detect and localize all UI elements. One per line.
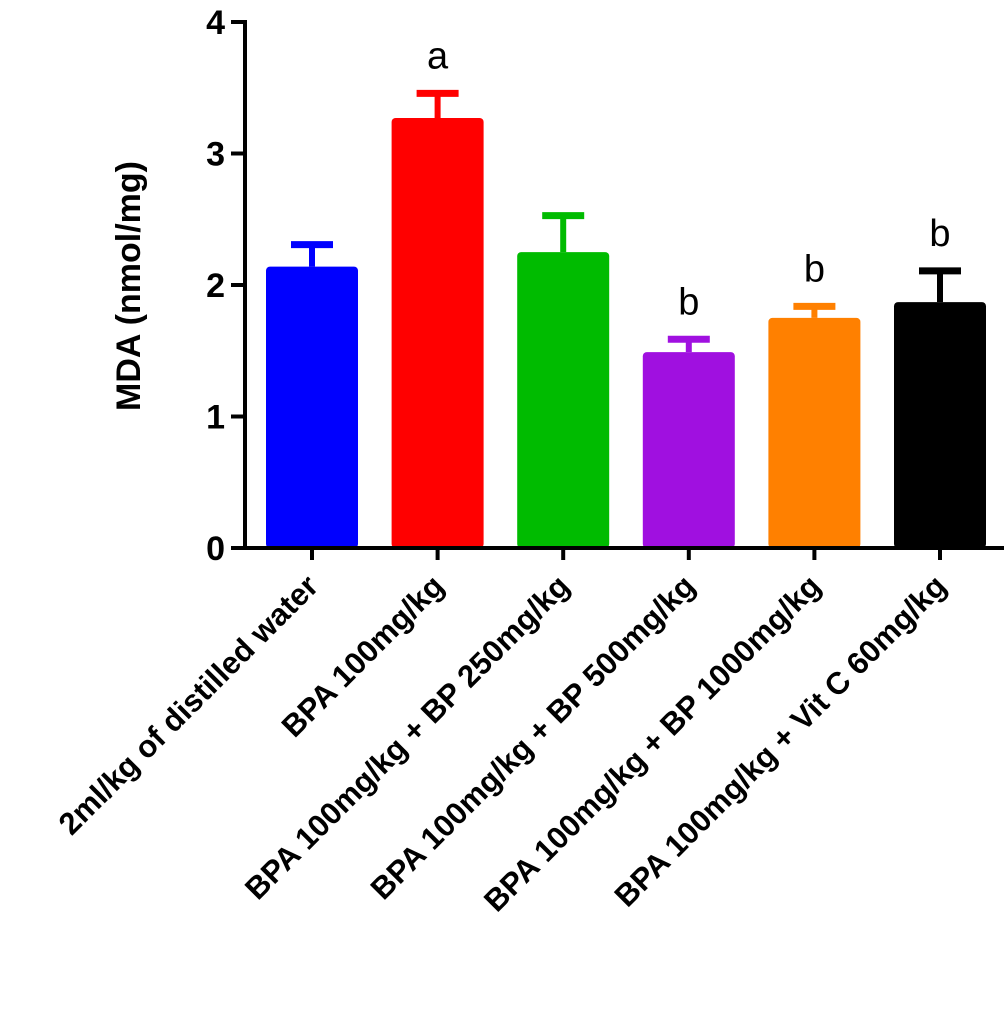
bar [266, 266, 358, 548]
y-tick-label: 4 [206, 4, 225, 42]
bar [391, 117, 484, 549]
bar [642, 352, 735, 548]
significance-label: b [929, 213, 950, 255]
y-tick-label: 0 [206, 530, 225, 568]
y-tick-labels: 0 1 2 3 4 [206, 4, 225, 568]
significance-labels: a b b b [427, 35, 951, 323]
significance-label: b [678, 281, 699, 323]
axes [231, 20, 1004, 560]
bars-group [266, 117, 986, 549]
x-tick-label: 2ml/kg of distilled water [52, 568, 325, 841]
significance-label: a [427, 35, 449, 77]
bar [517, 252, 610, 548]
y-tick-label: 1 [206, 399, 225, 437]
y-tick-label: 2 [206, 267, 225, 305]
y-axis-label: MDA (nmol/mg) [110, 161, 148, 411]
bar [768, 317, 861, 548]
error-bars-group [291, 89, 961, 353]
y-tick-label: 3 [206, 136, 225, 174]
bar [894, 302, 986, 548]
significance-label: b [804, 248, 825, 290]
